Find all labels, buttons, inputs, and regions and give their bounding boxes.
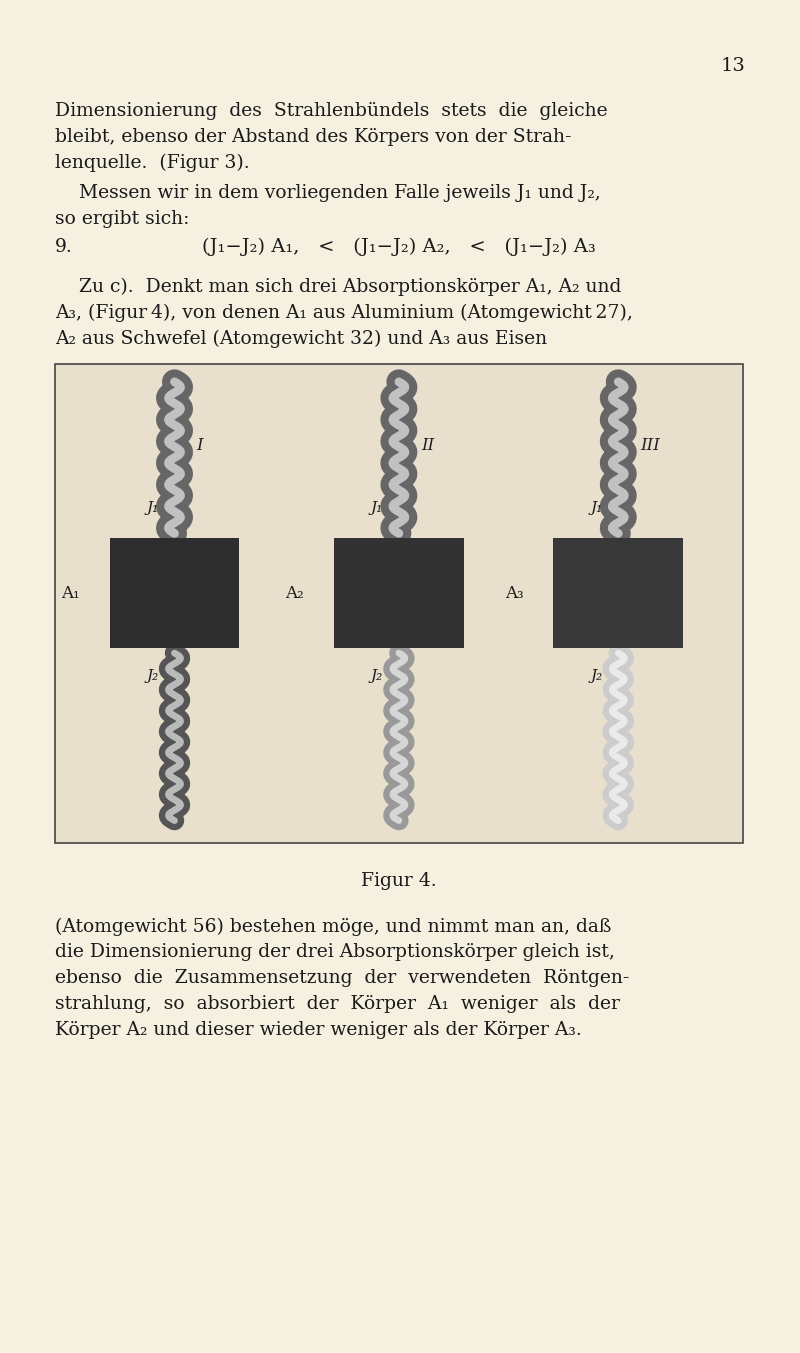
Text: A₂ aus Schwefel (Atomgewicht 32) und A₃ aus Eisen: A₂ aus Schwefel (Atomgewicht 32) und A₃ … [55,330,547,348]
Text: II: II [421,437,434,453]
Bar [334,538,464,648]
Text: J₂: J₂ [590,668,602,683]
Text: bleibt, ebenso der Abstand des Körpers von der Strah-: bleibt, ebenso der Abstand des Körpers v… [55,127,571,146]
Bar [554,538,683,648]
Text: J₂: J₂ [371,668,383,683]
Text: J₂: J₂ [146,668,159,683]
Text: Dimensionierung  des  Strahlenbündels  stets  die  gleiche: Dimensionierung des Strahlenbündels stet… [55,101,607,119]
Text: A₁: A₁ [61,584,80,602]
Text: J₁: J₁ [590,502,602,515]
Text: J₁: J₁ [371,502,383,515]
Bar [55,364,743,843]
Text: so ergibt sich:: so ergibt sich: [55,210,190,229]
Text: ebenso  die  Zusammensetzung  der  verwendeten  Röntgen-: ebenso die Zusammensetzung der verwendet… [55,969,630,988]
Text: Figur 4.: Figur 4. [361,873,437,890]
Text: strahlung,  so  absorbiert  der  Körper  A₁  weniger  als  der: strahlung, so absorbiert der Körper A₁ w… [55,994,620,1013]
Text: J₁: J₁ [146,502,159,515]
Bar [110,538,239,648]
Text: (Atomgewicht 56) bestehen möge, und nimmt man an, daß: (Atomgewicht 56) bestehen möge, und nimm… [55,917,611,935]
Text: die Dimensionierung der drei Absorptionskörper gleich ist,: die Dimensionierung der drei Absorptions… [55,943,614,961]
Text: I: I [197,437,203,453]
Text: Körper A₂ und dieser wieder weniger als der Körper A₃.: Körper A₂ und dieser wieder weniger als … [55,1022,582,1039]
Text: III: III [640,437,660,453]
Text: lenquelle.  (Figur 3).: lenquelle. (Figur 3). [55,153,250,172]
Text: 9.: 9. [55,238,73,256]
Text: Messen wir in dem vorliegenden Falle jeweils J₁ und J₂,: Messen wir in dem vorliegenden Falle jew… [55,184,601,203]
Text: A₃, (Figur 4), von denen A₁ aus Aluminium (Atomgewicht 27),: A₃, (Figur 4), von denen A₁ aus Aluminiu… [55,304,633,322]
Text: A₃: A₃ [505,584,523,602]
Text: A₂: A₂ [286,584,304,602]
Text: Zu c).  Denkt man sich drei Absorptionskörper A₁, A₂ und: Zu c). Denkt man sich drei Absorptionskö… [55,279,622,296]
Text: 13: 13 [721,57,746,74]
Text: (J₁−J₂) A₁,   <   (J₁−J₂) A₂,   <   (J₁−J₂) A₃: (J₁−J₂) A₁, < (J₁−J₂) A₂, < (J₁−J₂) A₃ [202,238,596,257]
